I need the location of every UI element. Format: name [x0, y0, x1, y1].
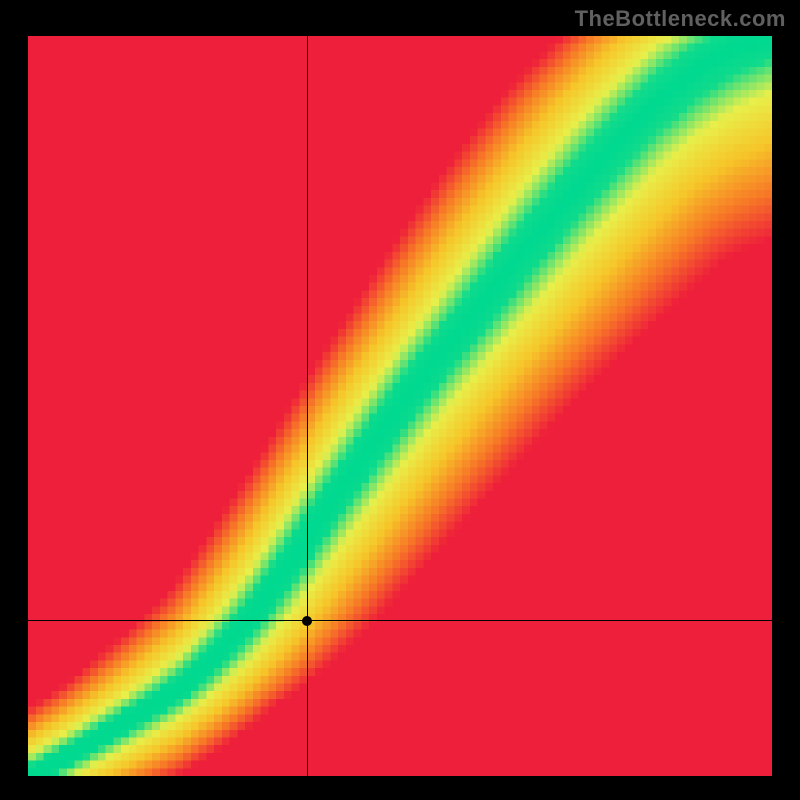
watermark-text: TheBottleneck.com: [575, 6, 786, 32]
heatmap-canvas: [28, 36, 772, 776]
data-point: [302, 616, 312, 626]
chart-container: TheBottleneck.com: [0, 0, 800, 800]
plot-area: [28, 36, 772, 776]
crosshair-horizontal: [28, 620, 772, 621]
crosshair-vertical: [307, 36, 308, 776]
